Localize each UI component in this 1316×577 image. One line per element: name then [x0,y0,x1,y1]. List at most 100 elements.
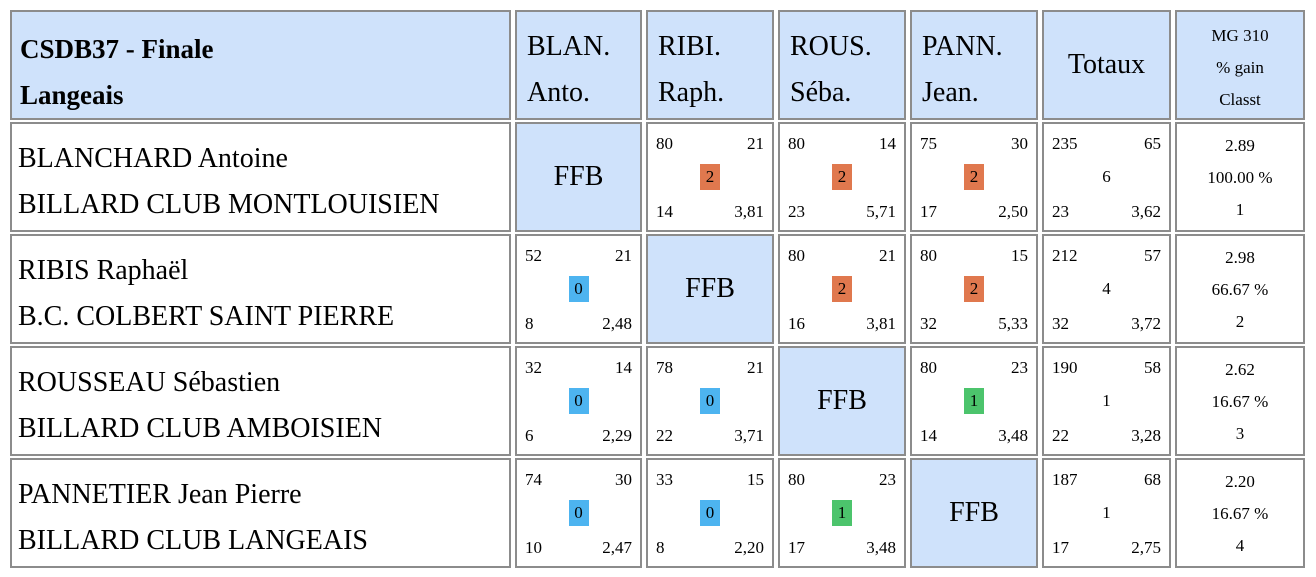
match-innings: 32 [920,314,937,333]
total-average: 2,75 [1131,538,1161,557]
total-points: 190 [1052,358,1078,377]
total-match-points: 1 [1102,503,1111,522]
ffb-cell: FFB [778,346,906,456]
ranking: 3 [1235,424,1245,443]
match-best-series: 30 [1011,134,1028,153]
total-best-series: 57 [1144,246,1161,265]
total-best-series: 68 [1144,470,1161,489]
match-innings: 22 [656,426,673,445]
match-cell: 80 15 2 32 5,33 [910,234,1038,344]
match-points: 80 [788,246,805,265]
player-name: BLANCHARD Antoine [18,143,288,174]
mg-label: MG 310 [1211,26,1269,45]
total-average: 3,62 [1131,202,1161,221]
match-innings: 16 [788,314,805,333]
total-best-series: 58 [1144,358,1161,377]
mg-values: 2.20 16.67 % 4 [1177,466,1303,562]
total-match-points: 1 [1102,391,1111,410]
player-name: PANNETIER Jean Pierre [18,479,302,510]
totals-label: Totaux [1067,49,1146,80]
ranking: 1 [1235,200,1245,219]
match-innings: 23 [788,202,805,221]
match-cell: 80 23 1 17 3,48 [778,458,906,568]
match-cell: 32 14 0 6 2,29 [515,346,642,456]
match-best-series: 21 [747,358,764,377]
ffb-cell: FFB [646,234,774,344]
player-cell: ROUSSEAU Sébastien BILLARD CLUB AMBOISIEN [10,346,511,456]
total-innings: 17 [1052,538,1069,557]
match-best-series: 21 [615,246,632,265]
match-innings: 17 [920,202,937,221]
column-header-player-2: RIBI. Raph. [646,10,774,120]
match-cell: 52 21 0 8 2,48 [515,234,642,344]
total-points: 235 [1052,134,1078,153]
match-cell: 78 21 0 22 3,71 [646,346,774,456]
general-average: 2.98 [1225,248,1255,267]
column-header-line1: RIBI. [658,31,721,62]
match-average: 3,81 [866,314,896,333]
column-header-line2: Anto. [527,77,590,108]
competition-location: Langeais [20,80,124,110]
match-average: 3,48 [998,426,1028,445]
total-innings: 32 [1052,314,1069,333]
player-cell: PANNETIER Jean Pierre BILLARD CLUB LANGEA… [10,458,511,568]
general-average: 2.20 [1225,472,1255,491]
match-cell: 80 21 2 16 3,81 [778,234,906,344]
player-name: ROUSSEAU Sébastien [18,367,281,398]
column-header-player-4: PANN. Jean. [910,10,1038,120]
total-points: 212 [1052,246,1078,265]
total-match-points: 6 [1102,167,1111,186]
match-best-series: 15 [1011,246,1028,265]
player-cell: BLANCHARD Antoine BILLARD CLUB MONTLOUISI… [10,122,511,232]
column-header-player-3: ROUS. Séba. [778,10,906,120]
competition-title: CSDB37 - Finale [20,34,214,64]
match-points: 80 [920,246,937,265]
match-result-badge: 0 [700,500,720,526]
match-average: 2,48 [602,314,632,333]
totals-cell: 187 68 1 17 2,75 [1042,458,1171,568]
match-result-badge: 2 [700,164,720,190]
totals-cell: 190 58 1 22 3,28 [1042,346,1171,456]
mg-values: 2.62 16.67 % 3 [1177,354,1303,450]
match-result-badge: 1 [832,500,852,526]
column-header-line1: ROUS. [790,31,872,62]
ranking: 2 [1235,312,1245,331]
match-average: 3,48 [866,538,896,557]
match-result-badge: 2 [832,164,852,190]
match-innings: 10 [525,538,542,557]
gain-percent: 100.00 % [1207,168,1273,187]
match-average: 5,71 [866,202,896,221]
match-result-badge: 1 [964,388,984,414]
match-points: 78 [656,358,673,377]
match-points: 74 [525,470,542,489]
match-cell: 80 21 2 14 3,81 [646,122,774,232]
total-innings: 23 [1052,202,1069,221]
totals-cell: 235 65 6 23 3,62 [1042,122,1171,232]
match-points: 75 [920,134,937,153]
match-result-badge: 0 [700,388,720,414]
ffb-cell: FFB [515,122,642,232]
match-cell: 33 15 0 8 2,20 [646,458,774,568]
total-innings: 22 [1052,426,1069,445]
totals-cell: 212 57 4 32 3,72 [1042,234,1171,344]
mg-cell: 2.62 16.67 % 3 [1175,346,1305,456]
match-cell: 80 14 2 23 5,71 [778,122,906,232]
match-points: 80 [788,470,805,489]
total-points: 187 [1052,470,1078,489]
column-header-totals: Totaux [1042,10,1171,120]
match-cell: 75 30 2 17 2,50 [910,122,1038,232]
match-best-series: 21 [747,134,764,153]
match-result-badge: 2 [964,164,984,190]
general-average: 2.89 [1225,136,1255,155]
mg-values: 2.89 100.00 % 1 [1177,130,1303,226]
match-points: 80 [656,134,673,153]
classt-label: Classt [1219,90,1261,109]
ranking: 4 [1235,536,1245,555]
total-average: 3,28 [1131,426,1161,445]
match-result-badge: 0 [568,388,589,414]
player-club: B.C. COLBERT SAINT PIERRE [18,301,395,332]
column-header-line2: Séba. [790,77,852,108]
player-cell: RIBIS Raphaël B.C. COLBERT SAINT PIERRE [10,234,511,344]
match-result-badge: 2 [832,276,852,302]
